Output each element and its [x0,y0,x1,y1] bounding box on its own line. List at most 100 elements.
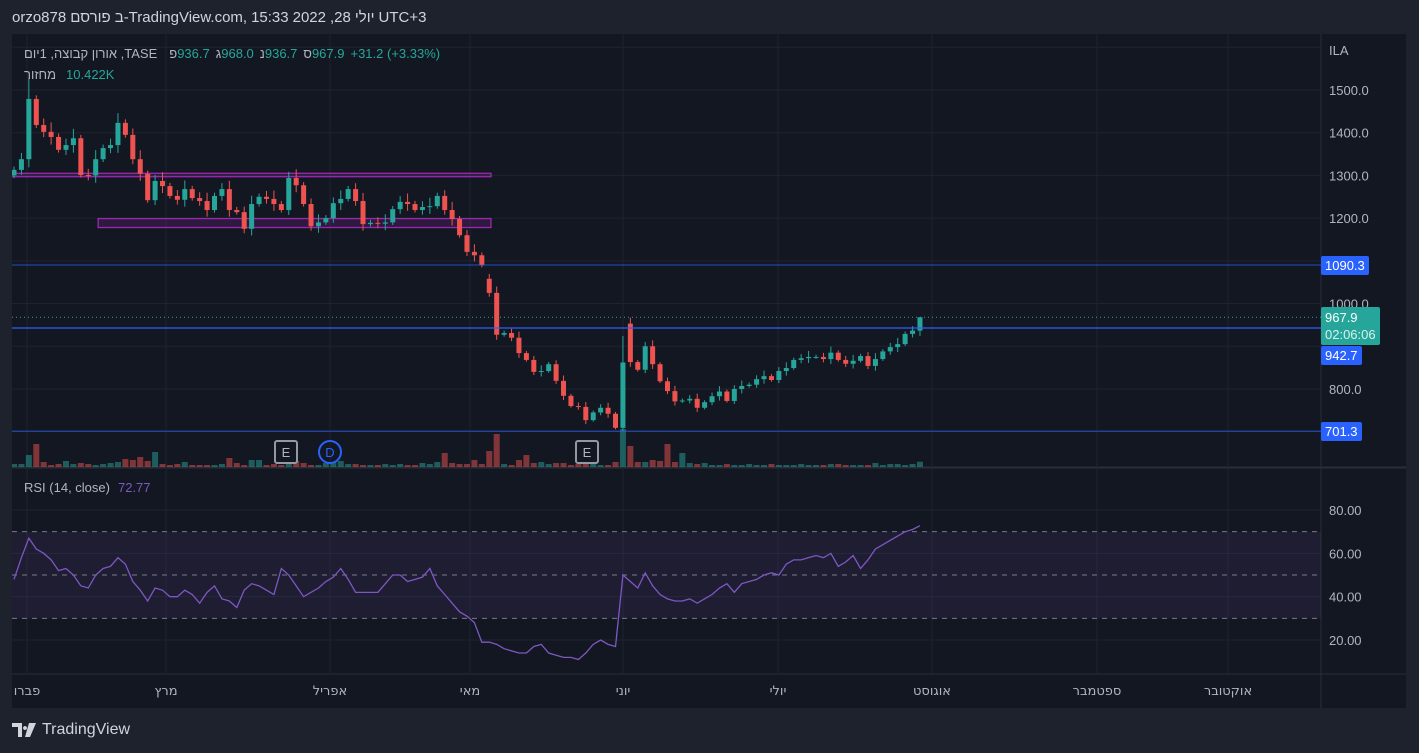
candle-body [18,159,24,170]
volume-bar [397,464,404,467]
volume-bar [412,465,419,467]
volume-bar [657,461,664,467]
volume-bar [538,462,545,467]
volume-bar [746,464,753,467]
brand-name: TradingView [42,721,131,738]
volume-bar [879,465,886,467]
volume-bar [174,464,181,467]
volume-bar [827,464,834,467]
candle-body [382,222,388,224]
candle-body [293,177,299,186]
volume-bar [486,451,493,467]
volume-bar [404,465,411,467]
time-axis-label: מאי [460,684,480,699]
dividend-marker-icon [318,440,342,464]
candle-body [613,413,619,428]
volume-bar [694,464,701,467]
candle-body [531,359,537,372]
price-tick-label: 1400.0 [1329,126,1369,141]
volume-bar [501,464,508,467]
volume-bar [159,464,166,467]
volume-bar [560,463,567,467]
candle-body [850,360,856,364]
candle-body [330,203,336,219]
candle-body [761,376,767,380]
volume-bar [864,465,871,467]
volume-bar [107,463,114,467]
rsi-legend: RSI (14, close) 72.77 [24,480,151,495]
volume-bar [738,465,745,467]
volume-bar [77,463,84,467]
volume-bar [761,465,768,467]
chart-frame[interactable]: פברו מרץ אפריל מאי יוני יולי אוגוסט ספטמבר אוקטו… [12,34,1406,708]
candle-body [687,398,693,401]
candle-body [605,407,611,414]
candle-body [85,174,91,176]
volume-bar [619,429,626,467]
volume-bar [55,464,62,467]
volume-bar [790,465,797,467]
volume-bar [389,465,396,467]
volume-bar [152,452,159,467]
volume-bar [664,444,671,467]
volume-bar [493,434,500,467]
volume-bar [33,444,40,467]
candle-body [130,134,136,160]
candle-body [731,388,737,401]
earnings-marker-icon [575,440,599,464]
candle-body [486,278,492,293]
rsi-tick-label: 20.00 [1329,633,1362,648]
open-value: 936.7 [177,46,210,61]
candle-body [627,323,633,363]
candle-body [41,125,47,132]
candle-body [56,136,62,150]
candle-body [219,189,225,196]
candle-body [256,196,262,205]
candle-body [345,189,351,199]
price-tick-label: 800.0 [1329,382,1362,397]
rsi-line [13,525,921,661]
hline-label-1090: 1090.3 [1321,256,1369,275]
candle-body [449,210,455,219]
header-token: יולי [354,9,375,26]
chart-canvas[interactable]: פברו מרץ אפריל מאי יוני יולי אוגוסט ספטמבר אוקטו… [12,34,1406,708]
candle-body [650,346,656,365]
candle-body [620,362,626,428]
hline-label-701: 701.3 [1321,422,1362,441]
high-value: 968.0 [221,46,254,61]
volume-bar [330,462,337,467]
change-value: +31.2 (+3.33%) [350,46,441,61]
candle-body [598,407,604,413]
header-token: 2022 [292,9,326,26]
candle-body [672,391,678,402]
volume-bar [270,464,277,467]
candle-body [820,356,826,360]
candle-body [768,376,774,381]
candle-body [865,356,871,366]
symbol-name[interactable]: TASE, אורון קבוצה, 1יום [24,46,158,61]
time-axis-label: ספטמבר [1073,684,1122,699]
candle-body [783,368,789,372]
volume-bar [382,464,389,467]
candle-body [590,412,596,421]
candle-body [367,222,373,225]
header-token: ב-TradingView.com, [114,9,248,26]
volume-bar [515,460,522,467]
candle-body [546,364,552,372]
open-label: פ [169,46,178,61]
rsi-tick-label: 40.00 [1329,590,1362,605]
candle-body [26,98,32,160]
candle-body [189,189,195,199]
volume-label[interactable]: מחזור [24,67,57,82]
symbol-legend: TASE, אורון קבוצה, 1יום פ936.7 ג968.0 נ9… [24,46,440,61]
time-axis-label: פברו [14,684,41,699]
volume-bar [471,460,478,467]
rsi-label[interactable]: RSI (14, close) [24,480,110,495]
candle-body [694,398,700,408]
candle-body [271,198,277,205]
candle-body [835,352,841,360]
volume-bar [456,464,463,467]
price-tick-label: 1200.0 [1329,211,1369,226]
volume-bar [181,462,188,467]
volume-bar [92,465,99,467]
